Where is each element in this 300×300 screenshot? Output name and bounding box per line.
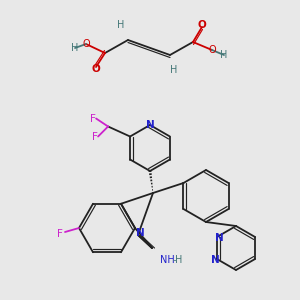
Text: F: F bbox=[90, 113, 96, 124]
Text: F: F bbox=[92, 133, 98, 142]
Text: H: H bbox=[220, 50, 228, 60]
Text: O: O bbox=[208, 45, 216, 55]
Text: H: H bbox=[117, 20, 125, 30]
Text: N: N bbox=[214, 233, 223, 243]
Text: N: N bbox=[136, 228, 144, 238]
Text: O: O bbox=[82, 39, 90, 49]
Text: H: H bbox=[71, 43, 79, 53]
Text: F: F bbox=[57, 229, 63, 239]
Text: NH: NH bbox=[160, 255, 175, 265]
Text: O: O bbox=[92, 64, 100, 74]
Text: N: N bbox=[146, 120, 154, 130]
Text: N: N bbox=[211, 255, 219, 265]
Text: H: H bbox=[175, 255, 183, 265]
Text: H: H bbox=[170, 65, 178, 75]
Text: -: - bbox=[172, 255, 176, 265]
Text: O: O bbox=[198, 20, 206, 30]
